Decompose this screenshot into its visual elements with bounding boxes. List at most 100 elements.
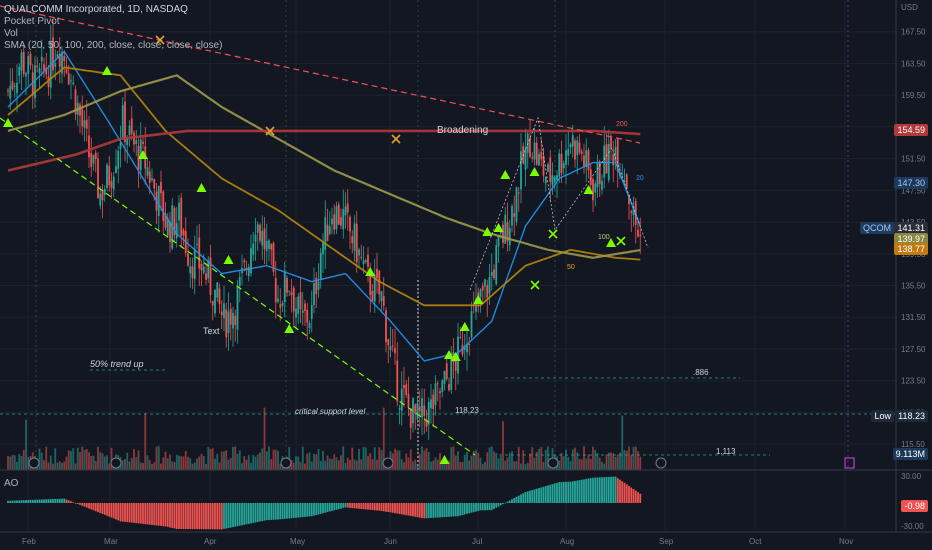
ao-bar [571,481,574,503]
candle-body [58,53,61,67]
volume-bar [495,453,498,470]
text-label[interactable]: Text [203,326,220,336]
ao-bar [153,503,156,526]
ao-bar [416,503,419,518]
time-tick-label: Feb [22,537,36,546]
ao-bar [634,490,637,503]
volume-bar [531,447,534,470]
price-tick-label: 135.50 [901,282,926,291]
ao-bar [117,503,120,521]
ao-bar [121,503,124,522]
volume-bar [369,453,372,470]
candle-body [520,151,522,190]
ao-bar [106,503,108,516]
support-label[interactable]: critical support level [295,407,365,416]
legend-title[interactable]: QUALCOMM Incorporated, 1D, NASDAQ [4,4,188,15]
candle-body [27,56,30,74]
ao-bar [144,503,147,525]
volume-bar [448,460,450,470]
ao-bar [475,503,477,512]
volume-bar [380,450,383,470]
volume-bar [630,455,633,470]
ao-bar [40,499,43,503]
ao-bar [207,503,210,530]
sma-100-line [7,74,641,259]
broadening-label[interactable]: Broadening [437,125,488,136]
ao-bar [31,499,34,503]
price-tick-label: 115.50 [901,440,925,449]
volume-bar [11,455,14,470]
candle-body [43,64,45,71]
candle-body [574,140,576,160]
volume-bar [135,457,138,470]
volume-bar [450,447,453,470]
legend-pocket-pivot[interactable]: Pocket Pivot [4,16,60,27]
ao-bar [394,503,396,514]
ao-bar [135,503,138,524]
drawings[interactable] [0,5,896,456]
candle-body [74,89,77,115]
volume-bar [301,446,304,470]
volume-bar [524,463,527,470]
ao-bar [29,499,32,503]
ao-bar [11,500,14,503]
candle-body [88,135,90,158]
ao-indicator-label[interactable]: AO [4,478,19,489]
candle-body [360,256,363,258]
ao-bar [443,503,446,518]
volume-bar [225,450,228,470]
candle-body [463,347,466,351]
ao-bar [234,503,237,527]
volume-bar [430,461,432,470]
ao-bar [508,500,511,503]
ao-bar [241,503,243,526]
volume-bar [351,447,354,470]
ao-bar [133,503,135,523]
ao-bar [247,503,250,524]
ao-bar [333,503,336,511]
volume-bar [373,447,376,470]
ao-bar [457,503,459,517]
candle-body [394,347,396,354]
volume-bar [434,457,437,470]
ao-bar [263,503,266,521]
candle-body [497,235,500,247]
ao-bar [270,503,273,520]
volume-bar [504,460,507,470]
ao-bar [108,503,111,517]
ao-bar [531,490,534,503]
ao-bar [432,503,435,518]
volume-bar [578,459,581,470]
candle-body [319,252,322,280]
ao-tick-label: 30.00 [901,472,922,481]
ao-bar [445,503,448,517]
volume-bar [191,463,194,470]
candle-body [229,308,232,325]
candle-body [214,289,216,314]
volume-bar [589,458,592,470]
volume-bar [27,456,30,470]
volume-bar [214,458,216,470]
candle-body [236,287,239,330]
volume-bar [229,457,232,470]
volume-bar [173,462,176,470]
volume-bar [349,459,351,470]
legend-volume[interactable]: Vol [4,28,18,39]
ao-bar [409,503,412,516]
legend-sma[interactable]: SMA (20, 50, 100, 200, close, close, clo… [4,40,223,51]
trend-label[interactable]: 50% trend up [90,359,144,369]
candle-body [504,214,507,244]
volume-bar [376,459,378,470]
ao-bar [535,488,538,503]
ao-bar [466,503,468,514]
ao-bar [9,500,12,503]
ao-bar [250,503,252,524]
ao-bar [515,496,518,503]
candle-body [72,82,75,85]
ao-bar [304,503,306,517]
ao-bar [583,479,585,503]
candle-body [542,156,545,176]
ao-bar [227,503,230,529]
ao-bar [632,489,635,503]
